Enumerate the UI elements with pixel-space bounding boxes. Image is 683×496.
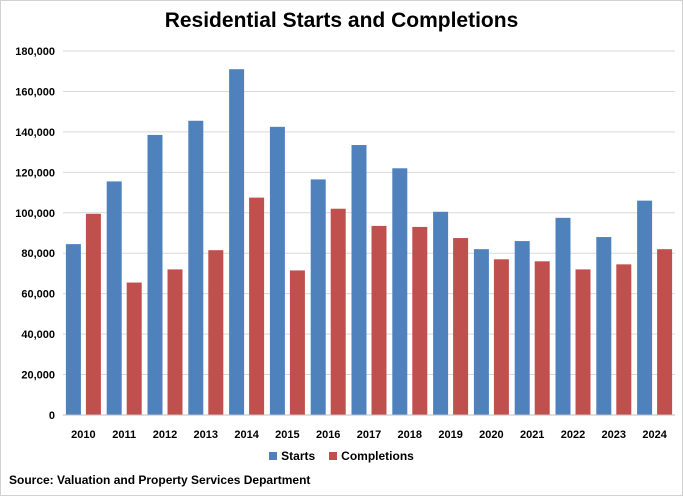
x-tick-label: 2023 [602, 429, 626, 441]
x-tick-label: 2016 [316, 429, 340, 441]
bar-completions-2013 [208, 250, 224, 415]
bar-starts-2022 [555, 217, 571, 415]
y-tick-label: 180,000 [15, 46, 55, 58]
bar-starts-2015 [269, 126, 285, 415]
bar-completions-2021 [534, 261, 550, 415]
x-tick-label: 2011 [112, 429, 136, 441]
bar-starts-2013 [188, 120, 204, 416]
bar-completions-2011 [126, 282, 142, 415]
bar-completions-2018 [412, 226, 428, 415]
bar-starts-2021 [514, 241, 530, 415]
y-tick-label: 40,000 [21, 329, 55, 341]
y-tick-label: 140,000 [15, 127, 55, 139]
bar-starts-2020 [473, 249, 489, 415]
x-tick-label: 2018 [398, 429, 422, 441]
bar-completions-2019 [453, 238, 469, 415]
x-tick-label: 2010 [71, 429, 95, 441]
bar-completions-2020 [493, 259, 509, 415]
chart-title: Residential Starts and Completions [164, 9, 519, 32]
bar-completions-2022 [575, 269, 591, 415]
y-axis: 0 20,000 40,000 60,000 80,000 100,000 120,000 1… [15, 46, 55, 422]
legend-item-completions: Completions [329, 449, 414, 463]
bar-chart: 0 20,000 40,000 60,000 80,000 100,000 120,000 1… [15, 46, 675, 441]
x-axis: 2010 2011 2012 2013 2014 2015 2016 2017 2018 2019… [63, 414, 675, 441]
x-tick-label: 2013 [194, 429, 218, 441]
bar-starts-2012 [147, 134, 163, 415]
bar-starts-2024 [637, 200, 653, 415]
legend-label-completions: Completions [341, 449, 414, 463]
bar-starts-2023 [596, 237, 612, 415]
legend: Starts Completions [0, 449, 683, 463]
x-tick-label: 2024 [642, 429, 667, 441]
bar-starts-2019 [433, 211, 449, 415]
bar-starts-2010 [65, 244, 81, 415]
y-tick-label: 120,000 [15, 167, 55, 179]
x-tick-label: 2021 [520, 429, 544, 441]
bar-starts-2018 [392, 168, 408, 415]
y-tick-label: 100,000 [15, 208, 55, 220]
bar-completions-2016 [330, 208, 346, 415]
x-tick-label: 2022 [561, 429, 585, 441]
legend-item-starts: Starts [269, 449, 315, 463]
bar-completions-2014 [249, 197, 265, 415]
y-tick-label: 60,000 [21, 289, 55, 301]
bar-starts-2017 [351, 145, 367, 416]
bar-starts-2016 [310, 179, 326, 415]
x-tick-label: 2019 [438, 429, 462, 441]
source-note: Source: Valuation and Property Services … [9, 473, 311, 487]
bar-completions-2023 [616, 264, 632, 415]
bar-starts-2011 [106, 181, 122, 415]
x-tick-label: 2020 [479, 429, 503, 441]
bar-starts-2014 [229, 69, 245, 415]
y-tick-label: 20,000 [21, 370, 55, 382]
y-tick-label: 0 [49, 410, 55, 422]
bar-completions-2017 [371, 225, 387, 415]
bars [65, 69, 673, 416]
bar-completions-2012 [167, 269, 183, 415]
y-tick-label: 160,000 [15, 86, 55, 98]
bar-completions-2010 [85, 213, 101, 415]
legend-swatch-starts [269, 452, 278, 460]
legend-swatch-completions [329, 452, 338, 460]
x-tick-label: 2017 [357, 429, 381, 441]
legend-label-starts: Starts [281, 449, 316, 463]
bar-completions-2015 [289, 270, 305, 415]
x-tick-label: 2012 [153, 429, 177, 441]
bar-completions-2024 [657, 249, 673, 415]
x-tick-label: 2015 [275, 429, 299, 441]
gridlines [63, 50, 675, 376]
y-tick-label: 80,000 [21, 248, 55, 260]
x-tick-label: 2014 [234, 429, 259, 441]
